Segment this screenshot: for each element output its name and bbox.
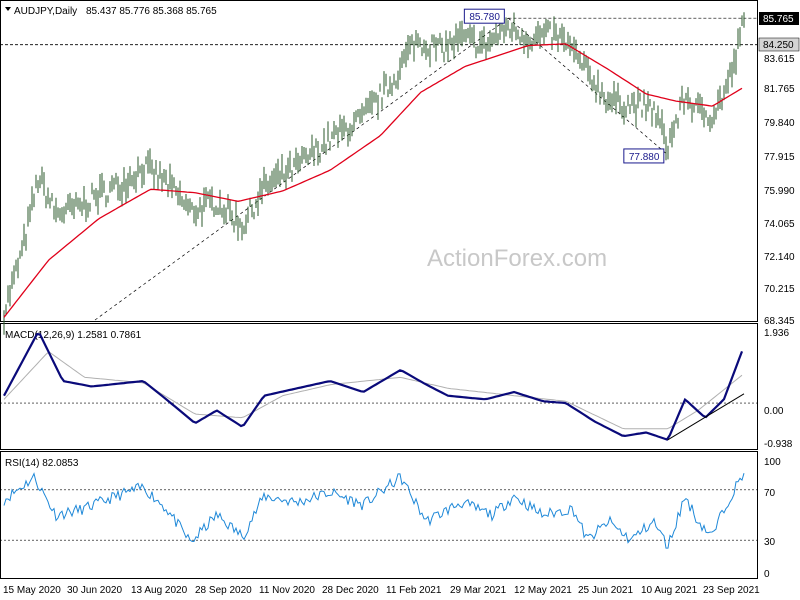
watermark: ActionForex.com	[427, 245, 607, 272]
current-price-badge	[759, 12, 799, 25]
price-y-axis: 83.615 81.765 79.840 77.915 75.990 74.06…	[758, 12, 800, 327]
y-tick-label: 74.065	[764, 219, 795, 230]
y-tick-label: -0.938	[764, 439, 793, 450]
macd-title: MACD(12,26,9) 1.2581 0.7861	[5, 330, 142, 341]
y-tick-label: 68.345	[764, 316, 795, 327]
trend-line-up	[94, 17, 509, 321]
current-price-label: 85.765	[763, 14, 794, 25]
low-annotation-label: 77.880	[629, 152, 660, 163]
x-tick-label: 28 Dec 2020	[322, 585, 379, 596]
ohlc-readout: 85.437 85.776 85.368 85.765	[86, 6, 217, 17]
low-annotation: 77.880	[623, 148, 665, 164]
x-tick-label: 30 Jun 2020	[67, 585, 122, 596]
y-tick-label: 30	[764, 537, 776, 548]
y-tick-label: 79.840	[764, 118, 795, 129]
macd-pane-frame	[0, 323, 758, 450]
trend-line-down	[508, 17, 669, 156]
macd-y-axis: 1.936 0.00 -0.938	[764, 328, 793, 450]
x-tick-label: 11 Nov 2020	[259, 585, 315, 596]
ohlc-bars	[3, 12, 745, 335]
high-annotation: 85.780	[463, 8, 505, 24]
rsi-title: RSI(14) 82.0853	[5, 458, 79, 469]
rsi-line	[3, 472, 745, 549]
y-tick-label: 70.215	[764, 284, 795, 295]
x-tick-label: 13 Aug 2020	[131, 585, 188, 596]
price-title: AUDJPY,Daily 85.437 85.776 85.368 85.765	[5, 6, 217, 17]
y-tick-label: 0	[764, 569, 770, 580]
moving-average-line	[3, 43, 743, 318]
x-tick-label: 28 Sep 2020	[195, 585, 252, 596]
y-tick-label: 83.615	[764, 54, 795, 65]
y-tick-label: 100	[764, 457, 781, 468]
x-axis: 15 May 2020 30 Jun 2020 13 Aug 2020 28 S…	[3, 585, 760, 596]
high-annotation-label: 85.780	[469, 12, 500, 23]
macd-line	[3, 332, 744, 441]
signal-line	[3, 351, 743, 430]
x-tick-label: 12 May 2021	[514, 585, 572, 596]
level-price-label: 84.250	[763, 40, 794, 51]
x-tick-label: 23 Sep 2021	[703, 585, 760, 596]
rsi-pane-frame	[0, 451, 758, 579]
macd-trend-line	[667, 393, 745, 441]
x-tick-label: 10 Aug 2021	[641, 585, 698, 596]
low-annotation-box	[623, 148, 665, 164]
y-tick-label: 77.915	[764, 152, 795, 163]
triangle-down-icon	[5, 7, 11, 11]
y-tick-label: 81.765	[764, 84, 795, 95]
y-tick-label: 75.990	[764, 186, 795, 197]
rsi-y-axis: 100 70 30 0	[764, 457, 781, 580]
x-tick-label: 11 Feb 2021	[386, 585, 442, 596]
x-tick-label: 25 Jun 2021	[578, 585, 633, 596]
x-tick-label: 29 Mar 2021	[450, 585, 507, 596]
symbol-title: AUDJPY,Daily	[14, 6, 77, 17]
y-tick-label: 0.00	[764, 406, 784, 417]
x-tick-label: 15 May 2020	[3, 585, 61, 596]
y-tick-label: 72.140	[764, 252, 795, 263]
level-price-badge	[758, 37, 800, 52]
y-tick-label: 1.936	[764, 328, 789, 339]
high-annotation-box	[463, 8, 505, 24]
y-tick-label: 70	[764, 488, 776, 499]
